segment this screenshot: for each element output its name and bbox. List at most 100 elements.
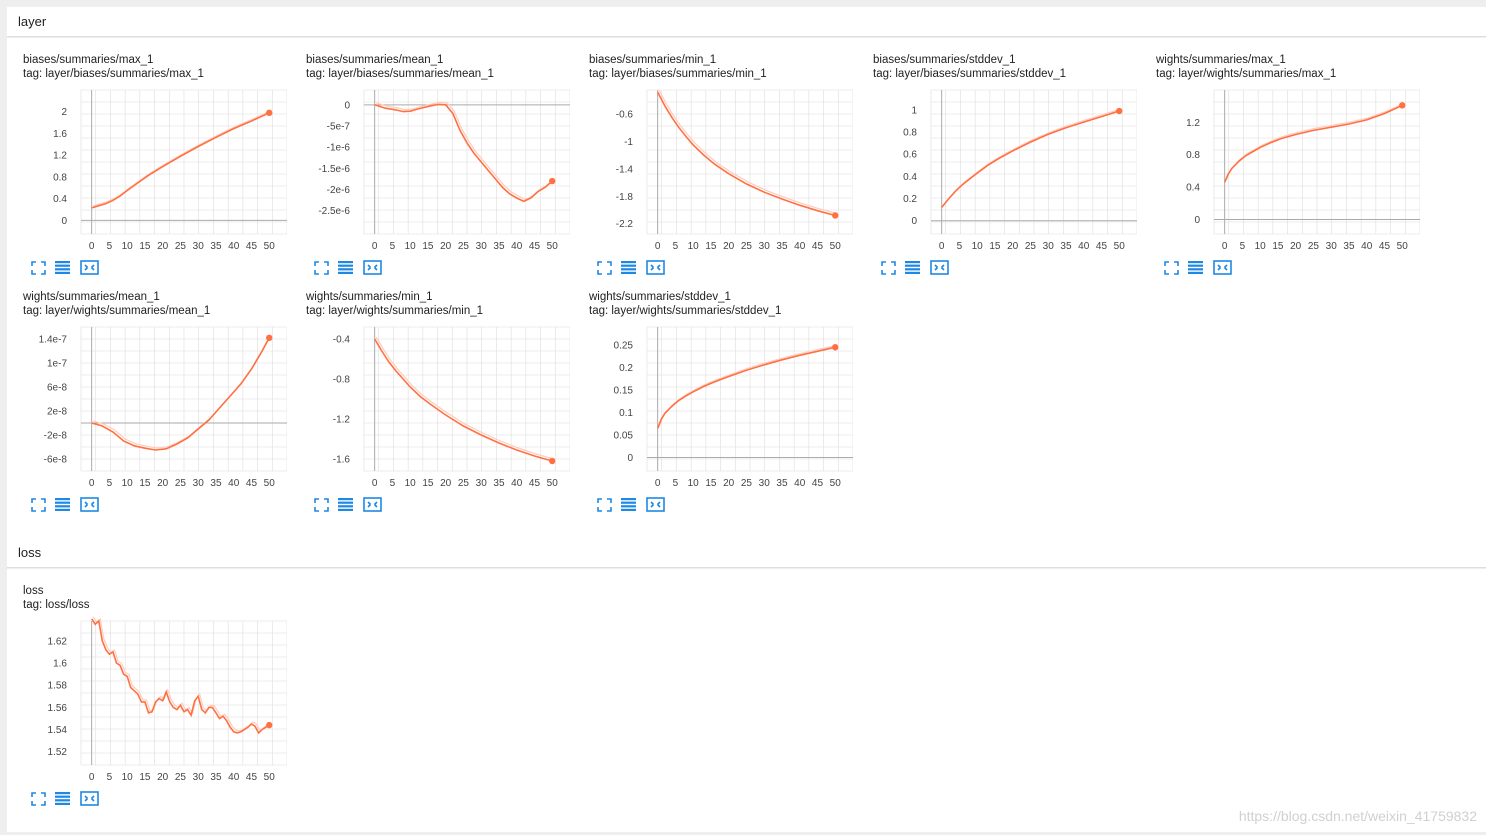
raw-series-line <box>93 110 271 207</box>
fit-domain-icon[interactable] <box>80 497 99 512</box>
x-tick-label: 20 <box>157 772 169 783</box>
x-tick-label: 45 <box>1096 241 1108 252</box>
y-tick-label: 1.2 <box>53 151 67 162</box>
x-tick-label: 0 <box>372 241 378 252</box>
x-tick-label: 15 <box>1272 241 1284 252</box>
x-tick-label: 50 <box>830 241 842 252</box>
last-point-marker <box>266 109 273 117</box>
x-tick-label: 15 <box>989 241 1001 252</box>
expand-icon[interactable] <box>1163 260 1180 275</box>
series-line <box>91 112 270 209</box>
raw-series-line <box>942 108 1121 206</box>
last-point-marker <box>832 344 839 351</box>
x-tick-label: 5 <box>107 478 113 489</box>
y-tick-label: -2e-8 <box>44 431 68 442</box>
x-tick-label: 45 <box>529 241 541 252</box>
card-tag: tag: layer/biases/summaries/stddev_1 <box>873 68 1067 80</box>
x-tick-label: 15 <box>705 241 717 252</box>
fit-domain-icon[interactable] <box>646 260 665 275</box>
x-tick-label: 20 <box>1290 241 1302 252</box>
scalar-card: biases/summaries/stddev_1 tag: layer/bia… <box>857 54 1137 284</box>
section-header-layer[interactable]: layer <box>7 7 1486 37</box>
data-table-icon[interactable] <box>337 497 354 512</box>
x-tick-label: 10 <box>1255 241 1267 252</box>
x-tick-label: 40 <box>228 478 240 489</box>
fit-domain-icon[interactable] <box>363 497 382 512</box>
y-tick-label: 0.2 <box>903 194 917 205</box>
expand-icon[interactable] <box>880 260 897 275</box>
y-tick-label: -1.5e-6 <box>318 164 350 175</box>
data-table-icon[interactable] <box>337 260 354 275</box>
x-tick-label: 45 <box>246 241 258 252</box>
fit-domain-icon[interactable] <box>646 497 665 512</box>
expand-icon[interactable] <box>596 260 613 275</box>
x-tick-label: 45 <box>246 772 258 783</box>
x-tick-label: 0 <box>372 478 378 489</box>
line-chart: 0 5 10 15 20 25 30 35 40 45 50 -0.4 -0.8 -1.2 -1.6 <box>333 326 570 489</box>
section-header-loss[interactable]: loss <box>7 538 1486 568</box>
expand-icon[interactable] <box>313 497 330 512</box>
expand-icon[interactable] <box>30 260 47 275</box>
card-title: wights/summaries/stddev_1 <box>589 291 731 303</box>
grid <box>80 620 287 766</box>
data-table-icon[interactable] <box>54 497 71 512</box>
y-tick-label: 0 <box>1194 215 1200 226</box>
fit-domain-icon[interactable] <box>1213 260 1232 275</box>
x-tick-label: 50 <box>1397 241 1409 252</box>
card-title: wights/summaries/mean_1 <box>23 291 160 303</box>
x-tick-label: 30 <box>1326 241 1338 252</box>
y-tick-label: 2e-8 <box>47 407 67 418</box>
line-chart: 0 5 10 15 20 25 30 35 40 45 50 0 0.2 0.4 0.6 0.8 1 <box>903 89 1137 252</box>
x-tick-label: 35 <box>1060 241 1072 252</box>
x-tick-label: 25 <box>741 478 753 489</box>
fit-domain-icon[interactable] <box>363 260 382 275</box>
x-tick-label: 35 <box>776 241 788 252</box>
expand-icon[interactable] <box>313 260 330 275</box>
data-table-icon[interactable] <box>904 260 921 275</box>
x-tick-label: 45 <box>246 478 258 489</box>
expand-icon[interactable] <box>30 497 47 512</box>
scalar-card: wights/summaries/stddev_1 tag: layer/wig… <box>573 291 853 521</box>
x-tick-label: 0 <box>89 241 95 252</box>
fit-domain-icon[interactable] <box>80 791 99 806</box>
x-tick-label: 25 <box>175 241 187 252</box>
data-table-icon[interactable] <box>620 260 637 275</box>
x-tick-label: 25 <box>458 241 470 252</box>
series-line <box>1223 104 1403 183</box>
card-tag: tag: layer/biases/summaries/min_1 <box>589 68 767 80</box>
y-tick-label: -2e-6 <box>327 185 351 196</box>
x-tick-label: 50 <box>1114 241 1126 252</box>
scalar-card: biases/summaries/mean_1 tag: layer/biase… <box>290 54 570 284</box>
series-line <box>656 346 836 429</box>
raw-series-line <box>375 336 554 460</box>
y-tick-label: 0 <box>61 216 67 227</box>
x-tick-label: 20 <box>440 241 452 252</box>
watermark: https://blog.csdn.net/weixin_41759832 <box>1238 808 1477 824</box>
y-tick-label: 0.4 <box>53 194 67 205</box>
expand-icon[interactable] <box>30 791 47 806</box>
x-tick-label: 25 <box>1025 241 1037 252</box>
section-body-loss: loss tag: loss/loss 0 5 10 15 20 25 30 35 40 45 50… <box>7 569 1486 832</box>
x-tick-label: 15 <box>139 478 151 489</box>
x-tick-label: 45 <box>1379 241 1391 252</box>
x-tick-label: 25 <box>175 772 187 783</box>
x-tick-label: 30 <box>476 478 488 489</box>
x-tick-label: 10 <box>122 772 134 783</box>
last-point-marker <box>266 721 273 729</box>
data-table-icon[interactable] <box>1187 260 1204 275</box>
data-table-icon[interactable] <box>54 791 71 806</box>
x-tick-label: 15 <box>139 241 151 252</box>
x-tick-label: 30 <box>476 241 488 252</box>
data-table-icon[interactable] <box>620 497 637 512</box>
x-tick-label: 5 <box>673 241 679 252</box>
fit-domain-icon[interactable] <box>930 260 949 275</box>
grid <box>80 89 287 235</box>
card-title: wights/summaries/min_1 <box>306 291 433 303</box>
series-line <box>941 110 1120 208</box>
line-chart: 0 5 10 15 20 25 30 35 40 45 50 1.4e-7 1e-7 6e-8 2e-8 -2… <box>39 326 287 489</box>
x-tick-label: 20 <box>1007 241 1019 252</box>
data-table-icon[interactable] <box>54 260 71 275</box>
x-tick-label: 20 <box>723 478 735 489</box>
expand-icon[interactable] <box>596 497 613 512</box>
fit-domain-icon[interactable] <box>80 260 99 275</box>
